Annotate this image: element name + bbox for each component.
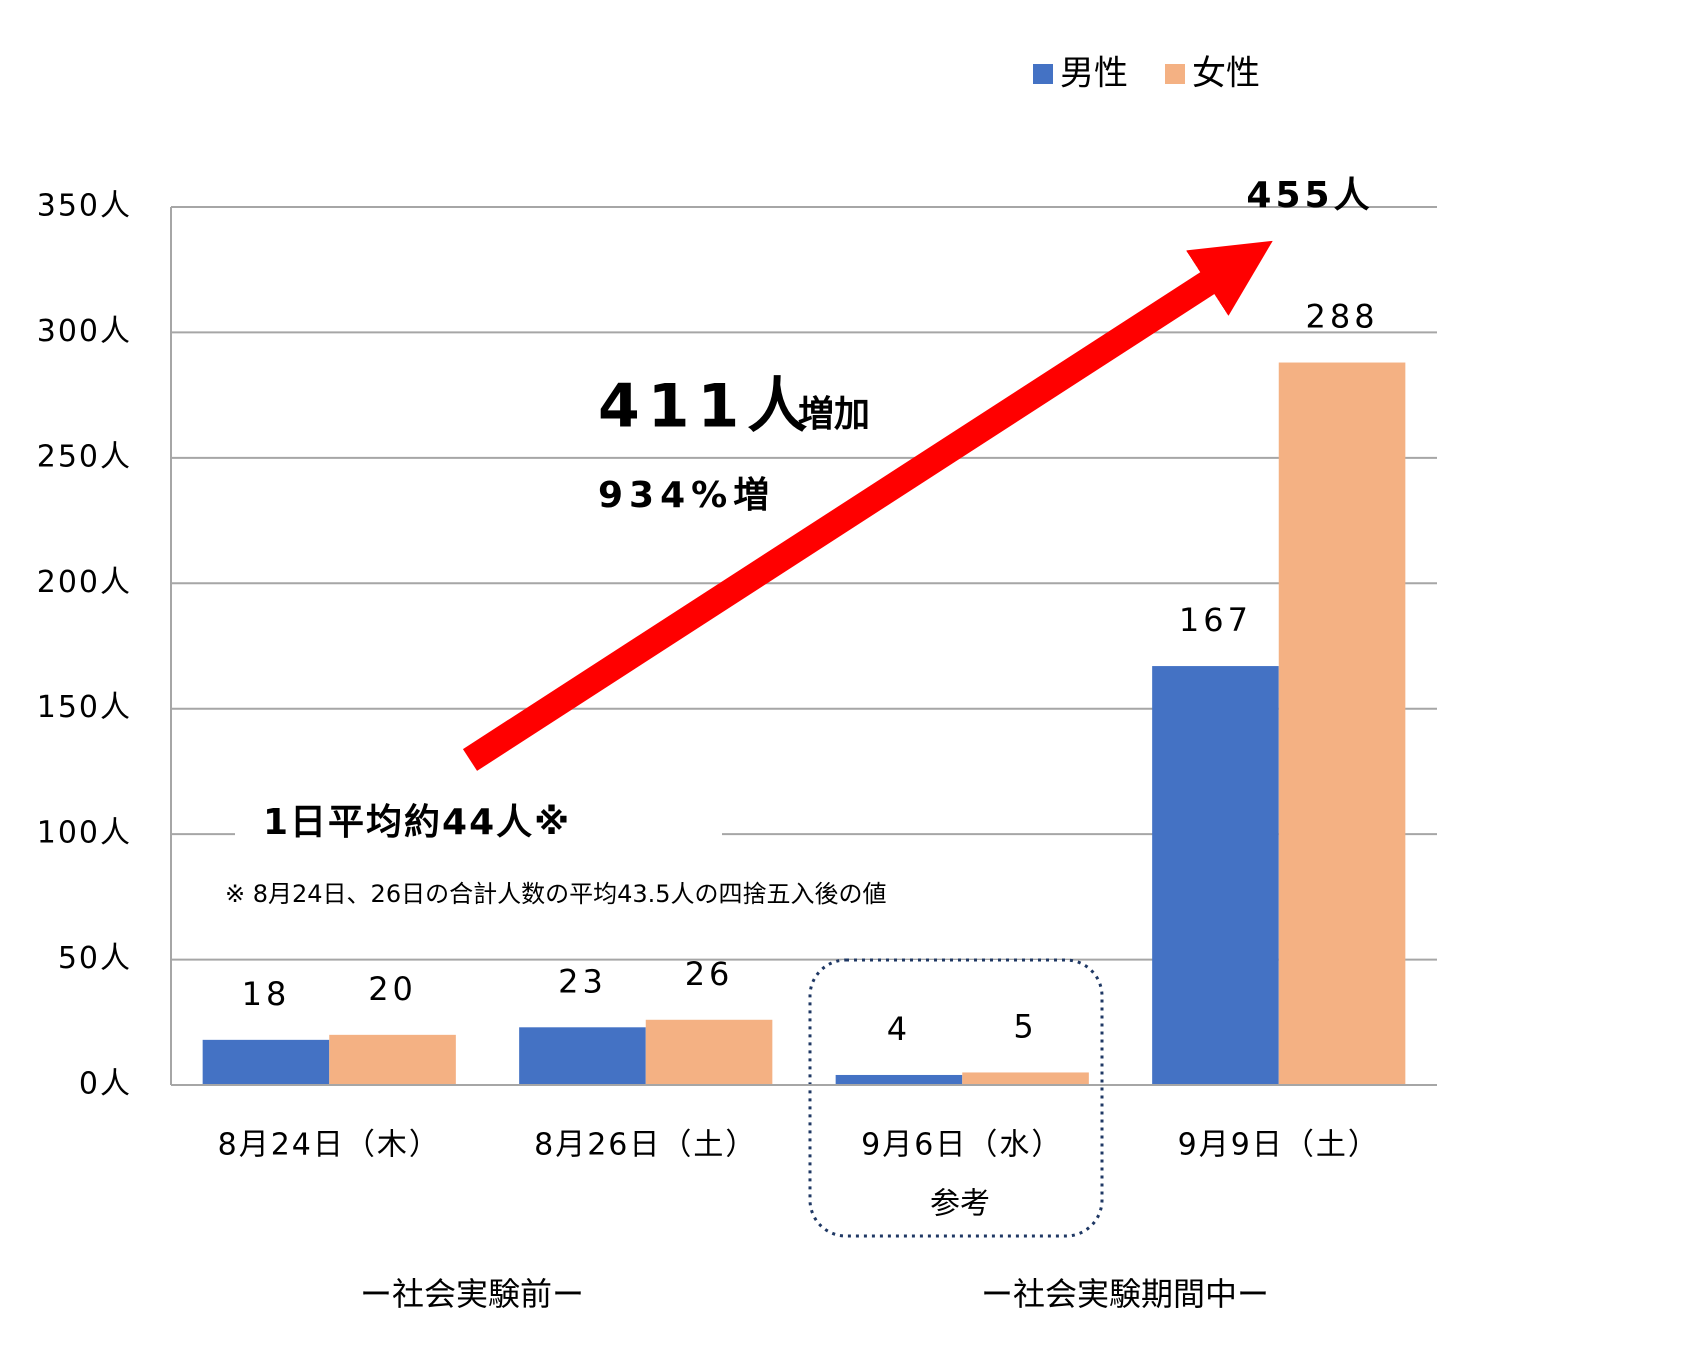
reference-box [808, 958, 1104, 1238]
bar [519, 1027, 646, 1085]
percent-label: 934%増 [598, 475, 775, 516]
x-tick-label: 9月6日（水） [861, 1128, 1063, 1163]
total-label: 455人 [1246, 175, 1373, 216]
y-tick-label: 300人 [37, 314, 132, 349]
bar [202, 1039, 330, 1085]
y-tick-label: 150人 [37, 690, 132, 725]
legend-label: 女性 [1192, 54, 1260, 94]
y-tick-label: 50人 [58, 941, 132, 976]
value-label: 26 [685, 955, 734, 993]
value-label: 288 [1306, 298, 1379, 336]
bar [1152, 666, 1279, 1085]
bar [962, 1072, 1089, 1085]
value-label: 4 [887, 1010, 911, 1048]
footnote: ※ 8月24日、26日の合計人数の平均43.5人の四捨五入後の値 [225, 880, 887, 908]
trend-arrow [462, 240, 1273, 771]
legend-label: 男性 [1060, 54, 1128, 94]
bar [1278, 362, 1406, 1085]
reference-label: 参考 [930, 1187, 990, 1222]
label-background [235, 796, 722, 852]
increase-label: 411人 [598, 372, 815, 442]
y-tick-label: 250人 [37, 439, 132, 474]
value-label: 18 [242, 975, 291, 1013]
legend-swatch [1033, 64, 1053, 84]
y-tick-label: 350人 [37, 189, 132, 224]
y-tick-label: 100人 [37, 816, 132, 851]
x-tick-label: 9月9日（土） [1178, 1128, 1380, 1163]
average-label: 1日平均約44人※ [263, 802, 571, 843]
group-label: ー社会実験前ー [360, 1275, 584, 1313]
legend-swatch [1165, 64, 1185, 84]
y-tick-label: 0人 [79, 1067, 132, 1102]
x-tick-label: 8月24日（木） [218, 1128, 441, 1163]
value-label: 167 [1179, 601, 1252, 639]
value-label: 23 [558, 962, 607, 1000]
bar [835, 1074, 963, 1085]
bar [329, 1034, 456, 1085]
y-tick-label: 200人 [37, 565, 132, 600]
x-tick-label: 8月26日（土） [534, 1128, 757, 1163]
group-label: ー社会実験期間中ー [981, 1275, 1269, 1313]
bar [645, 1019, 773, 1085]
value-label: 20 [368, 970, 417, 1008]
increase-suffix: 増加 [798, 394, 870, 435]
value-label: 5 [1013, 1007, 1037, 1045]
